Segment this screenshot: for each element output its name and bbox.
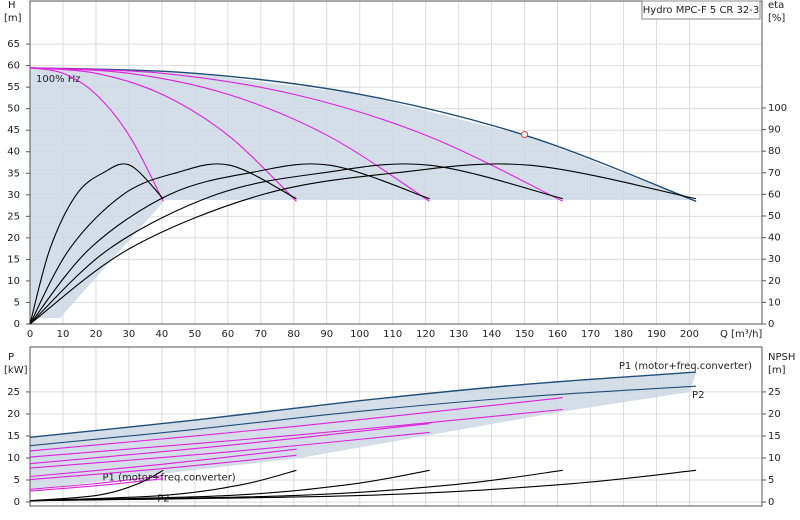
curve	[29, 478, 164, 492]
y-tick-label: 35	[7, 168, 20, 179]
y-axis-label: P	[8, 352, 14, 363]
x-tick-label: 60	[221, 329, 234, 340]
y2-tick-label: 60	[768, 189, 781, 200]
y-tick-label: 0	[14, 319, 20, 330]
x-tick-label: 100	[350, 329, 369, 340]
x-tick-label: 170	[581, 329, 600, 340]
curve	[29, 163, 164, 325]
x-tick-label: 90	[320, 329, 333, 340]
y-tick-label: 5	[14, 297, 20, 308]
y2-tick-label: 30	[768, 254, 781, 265]
y-tick-label: 60	[7, 61, 20, 72]
chart-title: Hydro MPC-F 5 CR 32-3	[643, 5, 760, 16]
curve	[29, 397, 563, 452]
x-tick-label: 80	[287, 329, 300, 340]
y-axis-unit: [m]	[4, 13, 22, 24]
curve	[29, 469, 164, 502]
y-tick-label: 25	[7, 387, 20, 398]
curve	[29, 67, 164, 202]
y-axis-label: H	[8, 0, 16, 11]
curve	[29, 67, 297, 202]
curve	[29, 67, 697, 202]
plot-frame	[29, 0, 763, 325]
y-tick-label: 30	[7, 190, 20, 201]
x-tick-label: 180	[614, 329, 633, 340]
x-axis-label: Q [m³/h]	[720, 329, 762, 340]
curve-label: P2	[692, 390, 704, 401]
y-tick-label: 10	[7, 276, 20, 287]
y-tick-label: 20	[7, 233, 20, 244]
y2-tick-label: 20	[768, 276, 781, 287]
y-tick-label: 10	[7, 453, 20, 464]
y2-tick-label: 10	[768, 297, 781, 308]
y-axis-unit: [kW]	[4, 365, 28, 376]
plot-frame	[29, 346, 763, 507]
x-tick-label: 120	[416, 329, 435, 340]
y-tick-label: 50	[7, 104, 20, 115]
duty-point	[521, 131, 529, 139]
curve	[29, 448, 297, 478]
x-tick-label: 110	[383, 329, 402, 340]
x-tick-label: 200	[680, 329, 699, 340]
y2-tick-label: 15	[768, 431, 781, 442]
x-tick-label: 40	[156, 329, 169, 340]
x-tick-label: 50	[188, 329, 201, 340]
y-tick-label: 5	[14, 475, 20, 486]
curve	[29, 67, 430, 202]
curve-label: 100% Hz	[36, 74, 81, 85]
x-tick-label: 70	[254, 329, 267, 340]
x-tick-label: 140	[482, 329, 501, 340]
curve	[29, 371, 697, 438]
x-tick-label: 160	[548, 329, 567, 340]
y-tick-label: 45	[7, 125, 20, 136]
curve	[29, 385, 697, 447]
y2-axis-unit: [%]	[768, 13, 785, 24]
y2-tick-label: 80	[768, 146, 781, 157]
curve	[29, 469, 697, 502]
operating-range	[30, 67, 697, 318]
y-tick-label: 15	[7, 254, 20, 265]
y-tick-label: 20	[7, 409, 20, 420]
y2-tick-label: 40	[768, 233, 781, 244]
y2-tick-label: 25	[768, 387, 781, 398]
curve-label: P1 (motor+freq.converter)	[103, 473, 236, 484]
y2-axis-label: NPSH	[768, 352, 795, 363]
y2-tick-label: 0	[768, 319, 774, 330]
curve	[29, 163, 297, 325]
y-tick-label: 55	[7, 82, 20, 93]
x-tick-label: 0	[27, 329, 33, 340]
x-tick-label: 130	[449, 329, 468, 340]
curve	[29, 431, 430, 469]
y-tick-label: 25	[7, 211, 20, 222]
x-tick-label: 30	[123, 329, 136, 340]
y2-tick-label: 0	[768, 497, 774, 508]
y2-tick-label: 90	[768, 125, 781, 136]
y-tick-label: 0	[14, 497, 20, 508]
curve	[29, 408, 563, 458]
y-tick-label: 15	[7, 431, 20, 442]
curve	[29, 475, 164, 490]
curve	[29, 67, 564, 202]
curve	[29, 163, 697, 325]
y2-tick-label: 10	[768, 453, 781, 464]
x-tick-label: 150	[515, 329, 534, 340]
y-tick-label: 65	[7, 39, 20, 50]
y2-tick-label: 5	[768, 475, 774, 486]
curve-label: P1 (motor+freq.converter)	[619, 361, 752, 372]
y-tick-label: 40	[7, 147, 20, 158]
y2-axis-label: eta	[768, 0, 784, 11]
y2-tick-label: 100	[768, 103, 787, 114]
y2-tick-label: 20	[768, 409, 781, 420]
curve	[29, 423, 430, 465]
title-box	[641, 0, 761, 20]
curve	[29, 163, 563, 325]
x-tick-label: 20	[90, 329, 103, 340]
curve	[29, 454, 297, 481]
y2-axis-unit: [m]	[768, 365, 786, 376]
y2-tick-label: 50	[768, 211, 781, 222]
x-tick-label: 190	[647, 329, 666, 340]
x-tick-label: 10	[57, 329, 70, 340]
y2-tick-label: 70	[768, 168, 781, 179]
